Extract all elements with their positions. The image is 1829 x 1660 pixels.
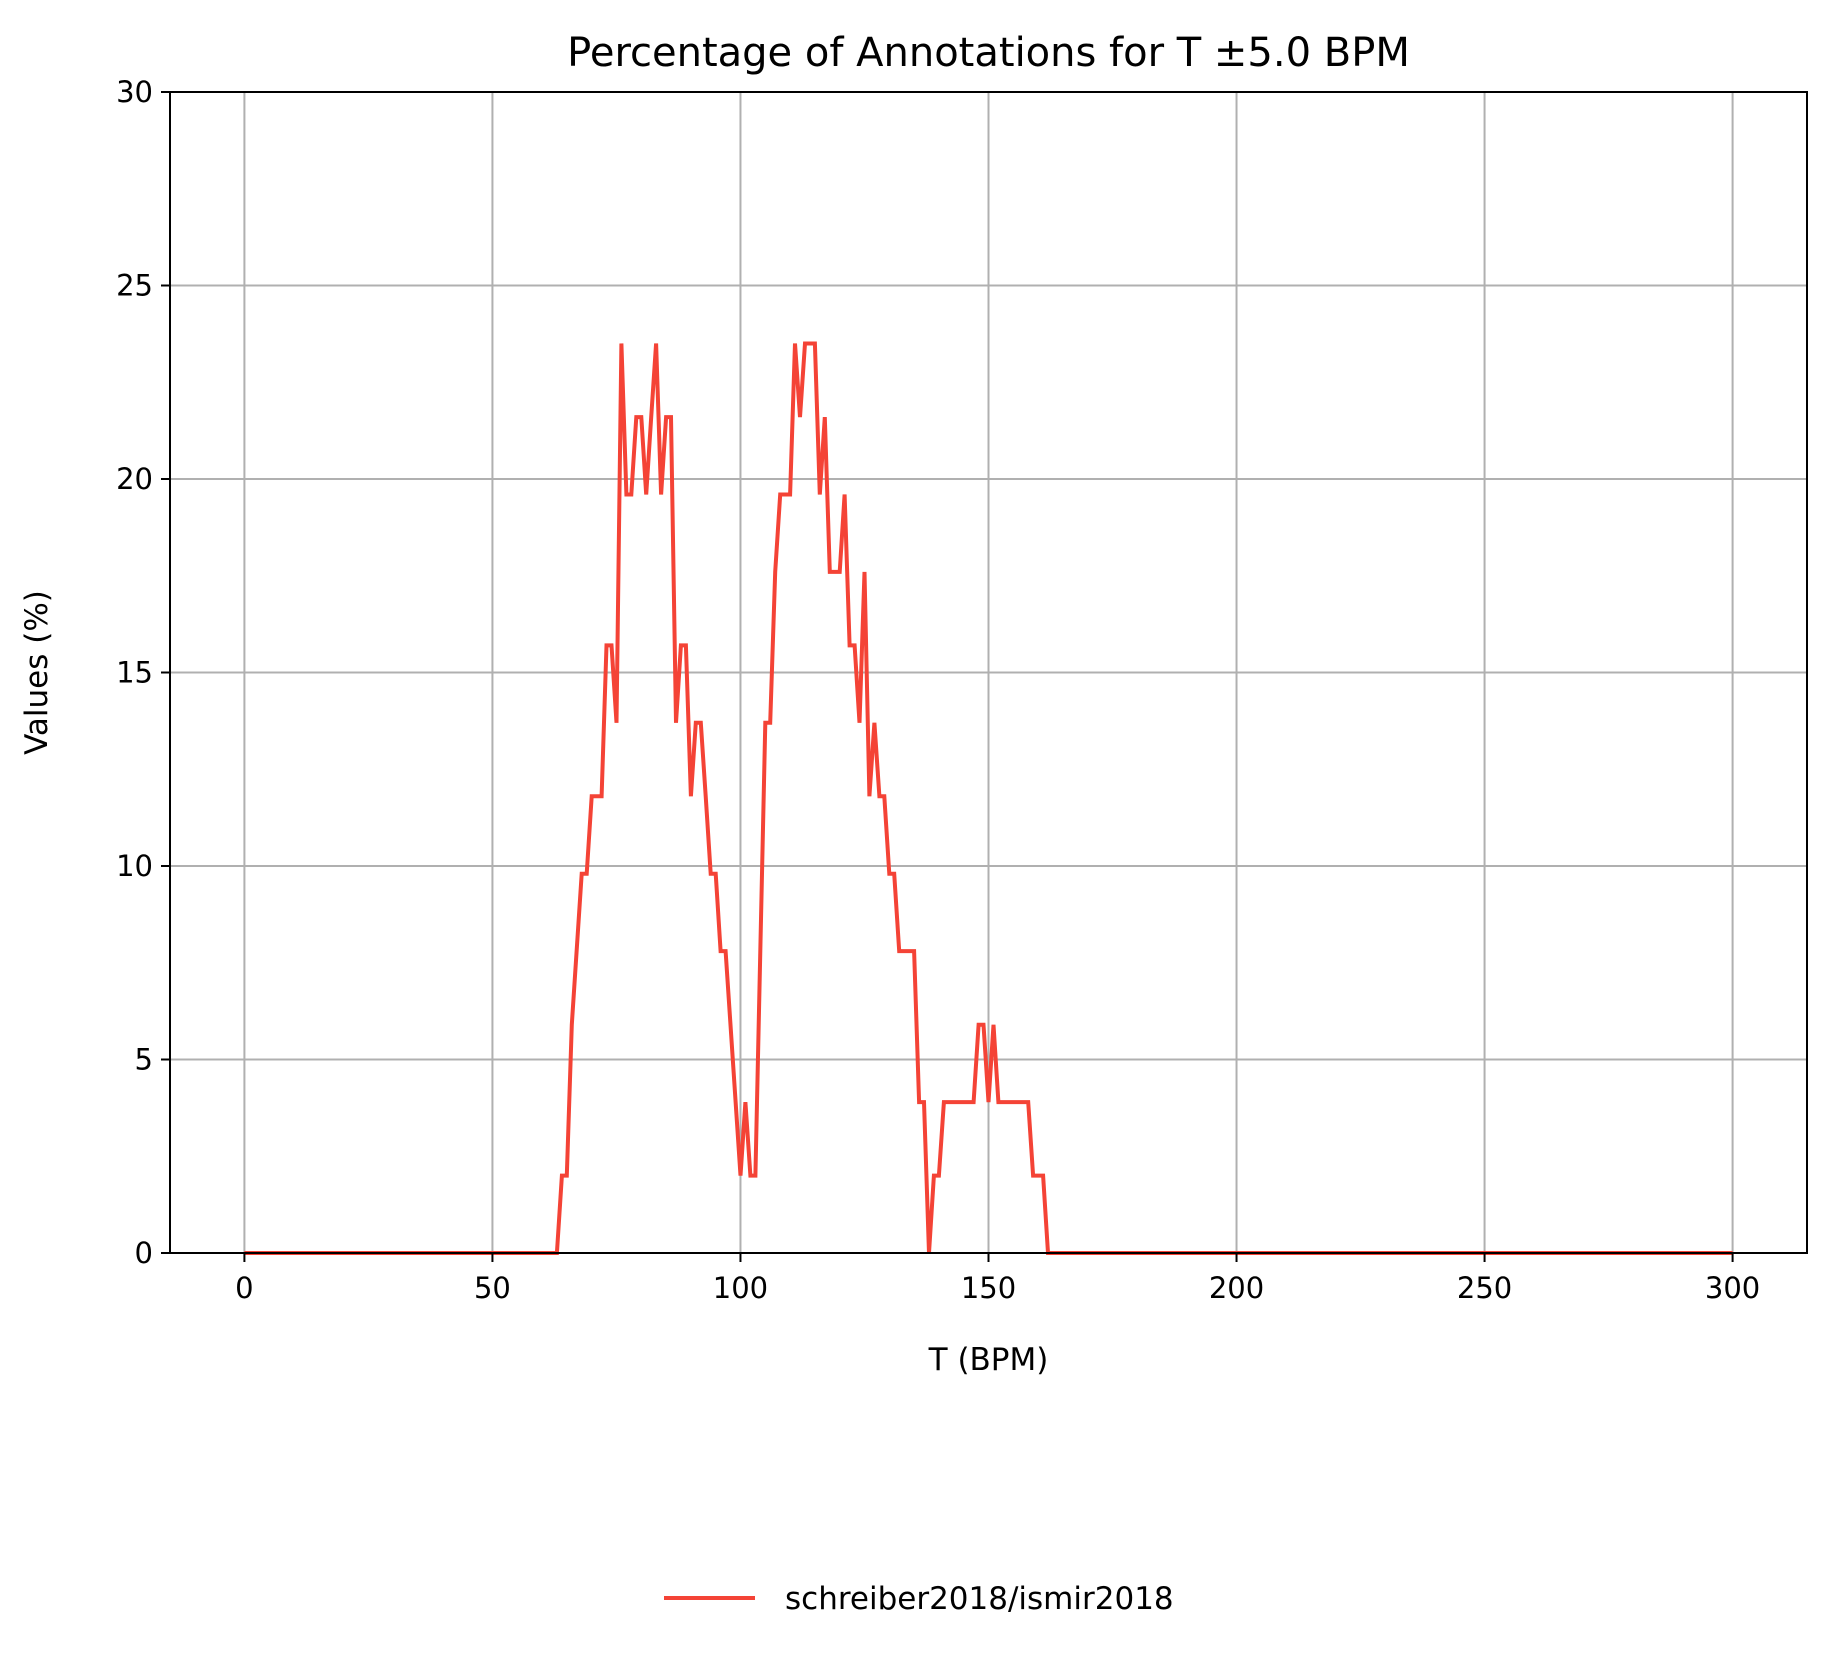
- y-tick-label: 15: [116, 656, 153, 690]
- chart-title: Percentage of Annotations for T ±5.0 BPM: [567, 30, 1410, 76]
- y-tick-label: 5: [135, 1043, 153, 1077]
- x-tick-label: 250: [1457, 1271, 1512, 1305]
- series-layer: [244, 341, 1733, 1255]
- y-axis-label: Values (%): [19, 590, 55, 755]
- x-axis-label: T (BPM): [928, 1342, 1049, 1378]
- legend: schreiber2018/ismir2018: [664, 1581, 1174, 1617]
- x-tick-label: 300: [1705, 1271, 1760, 1305]
- x-tick-label: 100: [713, 1271, 768, 1305]
- y-tick-label: 10: [116, 849, 153, 883]
- y-tick-label: 0: [135, 1236, 153, 1270]
- ticks: 0 50 100 150 200 250 300 0 5 10 15 20 25 30: [116, 75, 1760, 1305]
- x-tick-label: 150: [961, 1271, 1016, 1305]
- y-tick-label: 20: [116, 462, 153, 496]
- y-tick-label: 30: [116, 75, 153, 109]
- legend-label: schreiber2018/ismir2018: [785, 1581, 1174, 1617]
- x-tick-label: 200: [1209, 1271, 1264, 1305]
- x-tick-label: 50: [474, 1271, 511, 1305]
- y-tick-label: 25: [116, 269, 153, 303]
- series-line: [244, 341, 1733, 1255]
- x-tick-label: 0: [235, 1271, 253, 1305]
